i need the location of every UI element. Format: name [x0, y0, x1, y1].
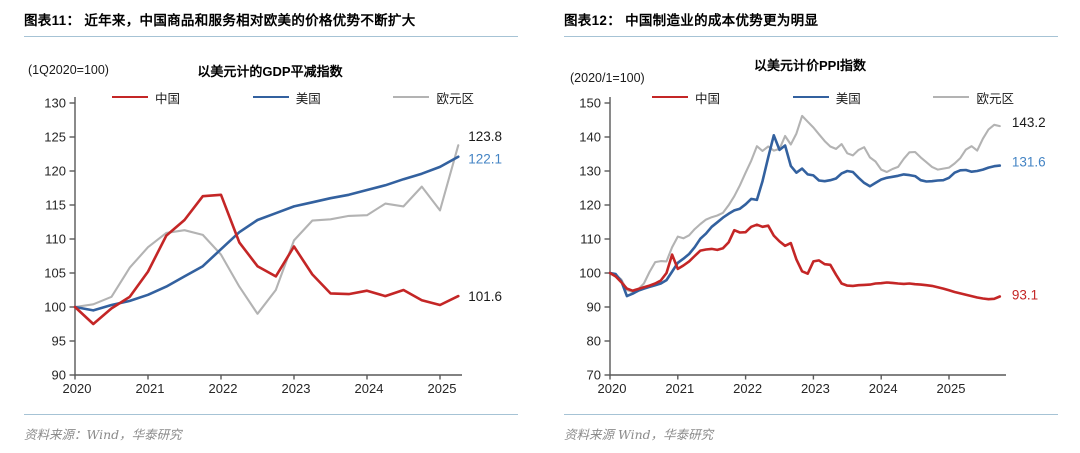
legend-item-china: 中国 — [652, 88, 720, 107]
china-line-swatch — [652, 96, 688, 98]
gdp-deflator-line-chart: 90 95 100 105 110 115 120 125 130 2020 2021 2022 202… — [44, 96, 502, 397]
y-tick-label: 125 — [44, 130, 66, 145]
x-tick-label: 2023 — [282, 381, 311, 396]
legend-item-eurozone: 欧元区 — [933, 88, 1014, 107]
x-tick-label: 2022 — [733, 381, 762, 396]
china-end-value-label: 101.6 — [468, 289, 502, 304]
legend-label-china: 中国 — [695, 91, 721, 106]
legend-label-eurozone: 欧元区 — [436, 91, 474, 106]
y-tick-label: 120 — [44, 164, 66, 179]
eurozone-series-line — [608, 114, 1001, 294]
x-tick-label: 2024 — [869, 381, 898, 396]
source-text: 资料来源 Wind，华泰研究 — [564, 427, 714, 442]
us-end-value-label: 122.1 — [468, 152, 502, 167]
x-tick-label: 2025 — [428, 381, 457, 396]
legend-item-us: 美国 — [792, 88, 861, 107]
legend-item-eurozone: 欧元区 — [393, 88, 474, 107]
y-tick-label: 150 — [579, 96, 601, 111]
y-axis-unit-label: (2020/1=100) — [570, 71, 645, 85]
y-axis-unit-label: (1Q2020=100) — [28, 63, 109, 77]
eurozone-end-value-label: 123.8 — [468, 129, 502, 144]
y-tick-label: 110 — [45, 232, 66, 247]
china-end-value-label: 93.1 — [1012, 287, 1038, 302]
eurozone-series-line — [73, 144, 460, 315]
y-tick-label: 95 — [52, 334, 66, 349]
legend-label-china: 中国 — [155, 91, 181, 106]
chart-legend: 中国 美国 欧元区 — [112, 88, 474, 106]
legend-label-us: 美国 — [295, 91, 321, 106]
y-tick-label: 100 — [44, 300, 66, 315]
x-tick-label: 2021 — [665, 381, 694, 396]
y-tick-label: 100 — [579, 266, 601, 281]
source-note: 资料来源 Wind，华泰研究 — [564, 414, 1058, 443]
x-tick-label: 2025 — [937, 381, 966, 396]
us-line-swatch — [792, 96, 829, 98]
y-tick-label: 80 — [587, 334, 601, 349]
chart-axis-title: 以美元计价PPI指数 — [754, 58, 866, 73]
us-series-line — [608, 134, 1002, 298]
y-tick-label: 90 — [587, 300, 601, 315]
x-tick-label: 2021 — [136, 381, 165, 396]
x-tick-label: 2022 — [209, 381, 238, 396]
source-text: 资料来源：Wind，华泰研究 — [24, 427, 182, 442]
x-tick-label: 2020 — [63, 381, 92, 396]
china-line-swatch — [112, 96, 148, 98]
eurozone-line-swatch — [393, 96, 430, 98]
figure-11-title: 图表11： 近年来，中国商品和服务相对欧美的价格优势不断扩大 — [24, 9, 518, 37]
ppi-line-chart: 70 80 90 100 110 120 130 140 150 2020 2021 2022 2023… — [579, 96, 1046, 397]
x-tick-label: 2024 — [355, 381, 384, 396]
china-series-line — [608, 223, 1002, 301]
legend-item-china: 中国 — [112, 88, 180, 107]
gdp-deflator-chart: 90 95 100 105 110 115 120 125 130 2020 2021 2022 202… — [0, 0, 540, 410]
ppi-index-chart: 70 80 90 100 110 120 130 140 150 2020 2021 2022 2023… — [540, 0, 1080, 410]
us-end-value-label: 131.6 — [1012, 155, 1046, 170]
us-line-swatch — [252, 96, 289, 98]
y-tick-label: 115 — [45, 198, 66, 213]
y-tick-label: 70 — [587, 368, 601, 383]
y-tick-label: 130 — [44, 96, 66, 111]
axis-lines — [74, 97, 462, 376]
figure-12: 图表12： 中国制造业的成本优势更为明显 70 80 90 100 110 120 130 1… — [540, 0, 1080, 453]
y-tick-label: 105 — [44, 266, 66, 281]
figure-12-title: 图表12： 中国制造业的成本优势更为明显 — [564, 9, 1058, 37]
y-tick-label: 140 — [579, 130, 601, 145]
eurozone-end-value-label: 143.2 — [1012, 115, 1046, 130]
us-series-line — [73, 155, 460, 312]
y-tick-label: 110 — [580, 232, 601, 247]
legend-label-eurozone: 欧元区 — [976, 91, 1014, 106]
y-tick-label: 90 — [52, 368, 66, 383]
chart-legend: 中国 美国 欧元区 — [652, 88, 1014, 106]
x-tick-label: 2023 — [801, 381, 830, 396]
legend-label-us: 美国 — [835, 91, 861, 106]
y-tick-label: 120 — [579, 198, 601, 213]
x-tick-label: 2020 — [598, 381, 627, 396]
eurozone-line-swatch — [933, 96, 970, 98]
figure-11: 图表11： 近年来，中国商品和服务相对欧美的价格优势不断扩大 90 95 100 10… — [0, 0, 540, 443]
y-tick-label: 130 — [579, 164, 601, 179]
source-note: 资料来源：Wind，华泰研究 — [24, 414, 518, 443]
axis-lines — [609, 97, 1006, 376]
chart-axis-title: 以美元计的GDP平减指数 — [197, 64, 343, 79]
legend-item-us: 美国 — [252, 88, 321, 107]
china-series-line — [73, 193, 460, 326]
